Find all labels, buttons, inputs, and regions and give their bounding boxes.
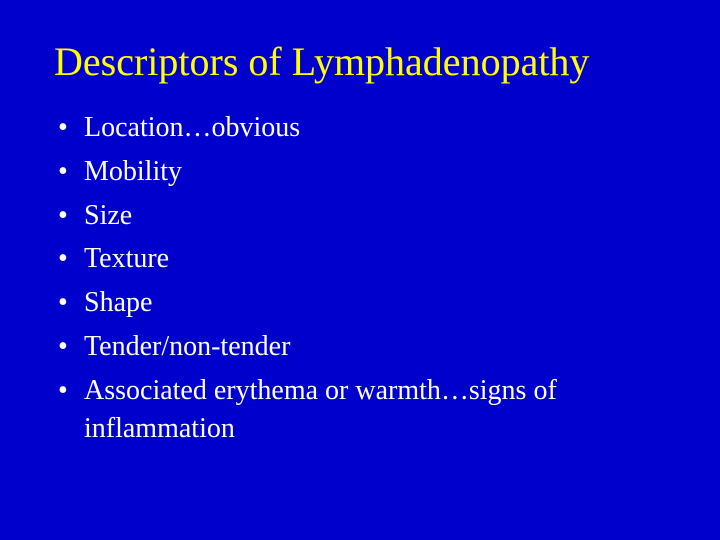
- slide-title: Descriptors of Lymphadenopathy: [54, 38, 672, 85]
- list-item: Tender/non-tender: [48, 328, 672, 366]
- list-item: Size: [48, 197, 672, 235]
- list-item: Texture: [48, 240, 672, 278]
- bullet-list: Location…obvious Mobility Size Texture S…: [48, 109, 672, 447]
- list-item: Mobility: [48, 153, 672, 191]
- list-item: Location…obvious: [48, 109, 672, 147]
- list-item: Shape: [48, 284, 672, 322]
- list-item: Associated erythema or warmth…signs of i…: [48, 372, 672, 448]
- slide-container: Descriptors of Lymphadenopathy Location……: [0, 0, 720, 540]
